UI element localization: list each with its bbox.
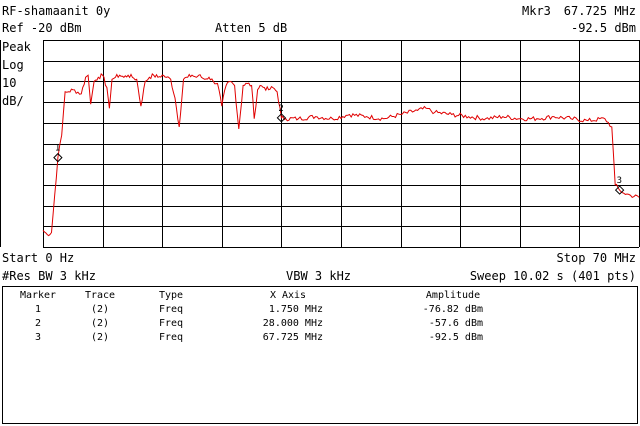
sweep-time: Sweep 10.02 s (401 pts) bbox=[469, 269, 636, 283]
marker-table: Marker Trace Type X Axis Amplitude 1 (2) F… bbox=[2, 286, 638, 424]
resolution-bandwidth: #Res BW 3 kHz bbox=[2, 269, 96, 283]
cell-x-axis: 28.000 MHz bbox=[262, 318, 323, 329]
cell-amplitude: -76.82 dBm bbox=[422, 304, 483, 315]
marker-table-row: 2 (2) Freq 28.000 MHz -57.6 dBm bbox=[3, 317, 637, 331]
start-frequency: Start 0 Hz bbox=[2, 251, 75, 265]
marker-1-diamond-icon bbox=[53, 152, 63, 163]
header-amplitude: Amplitude bbox=[425, 290, 481, 301]
video-bandwidth: VBW 3 kHz bbox=[286, 269, 352, 283]
spectrum-trace bbox=[42, 72, 640, 237]
marker-2-label: 2 bbox=[278, 104, 283, 114]
cell-marker: 1 bbox=[34, 304, 42, 315]
marker-2-diamond-icon bbox=[276, 113, 287, 123]
detector-mode: Peak bbox=[2, 40, 31, 54]
attenuation: Atten 5 dB bbox=[215, 21, 288, 35]
scale-type: Log bbox=[2, 58, 24, 72]
cell-trace: (2) bbox=[90, 304, 110, 315]
marker-table-header: Marker Trace Type X Axis Amplitude bbox=[3, 289, 637, 303]
scale-per-division-unit: dB/ bbox=[2, 94, 24, 108]
marker-symbols: 1 2 3 bbox=[53, 104, 625, 195]
stop-frequency: Stop 70 MHz bbox=[556, 251, 636, 265]
cell-marker: 3 bbox=[34, 332, 42, 343]
header-marker: Marker bbox=[19, 290, 57, 301]
marker-table-row: 1 (2) Freq 1.750 MHz -76.82 dBm bbox=[3, 303, 637, 317]
cell-marker: 2 bbox=[34, 318, 42, 329]
marker-table-row: 3 (2) Freq 67.725 MHz -92.5 dBm bbox=[3, 331, 637, 345]
cell-type: Freq bbox=[158, 318, 184, 329]
cell-amplitude: -92.5 dBm bbox=[428, 332, 483, 343]
cell-type: Freq bbox=[158, 332, 184, 343]
cell-trace: (2) bbox=[90, 332, 110, 343]
marker-1-label: 1 bbox=[55, 144, 60, 154]
marker-readout-name: Mkr3 bbox=[522, 4, 551, 18]
instrument-title: RF-shamaanit 0y bbox=[2, 4, 111, 18]
header-type: Type bbox=[158, 290, 184, 301]
header-x-axis: X Axis bbox=[269, 290, 307, 301]
marker-3-diamond-icon bbox=[614, 185, 625, 195]
marker-readout-frequency: 67.725 MHz bbox=[563, 4, 636, 18]
cell-x-axis: 67.725 MHz bbox=[262, 332, 323, 343]
header-trace: Trace bbox=[84, 290, 116, 301]
reference-level: Ref -20 dBm bbox=[2, 21, 82, 35]
cell-trace: (2) bbox=[90, 318, 110, 329]
cell-type: Freq bbox=[158, 304, 184, 315]
marker-3-label: 3 bbox=[617, 176, 622, 186]
scale-per-division-value: 10 bbox=[2, 76, 17, 90]
graticule bbox=[0, 40, 640, 248]
cell-amplitude: -57.6 dBm bbox=[428, 318, 483, 329]
marker-readout-amplitude: -92.5 dBm bbox=[570, 21, 636, 35]
cell-x-axis: 1.750 MHz bbox=[268, 304, 323, 315]
